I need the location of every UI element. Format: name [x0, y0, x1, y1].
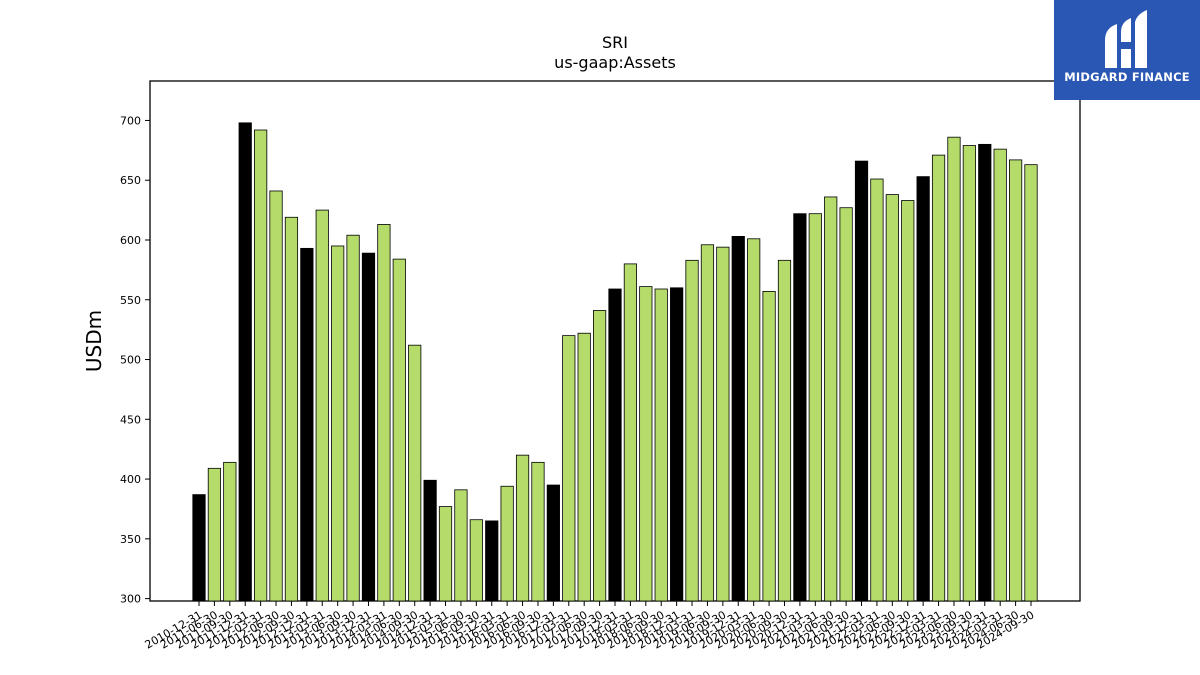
bar-2011-06-30: [207, 467, 222, 602]
y-tick-label: 400: [120, 473, 141, 486]
bar-2016-06-30: [515, 454, 530, 602]
y-axis-label: USDm: [82, 310, 106, 372]
bar-2011-12-31: [238, 122, 252, 602]
bar-2013-06-30: [331, 245, 345, 602]
y-tick-label: 350: [120, 533, 141, 546]
bar-2020-03-31: [747, 238, 761, 602]
bar-2014-03-31: [377, 224, 391, 602]
bar-2016-03-31: [500, 485, 514, 602]
bar-2024-09-30: [1024, 164, 1038, 602]
bar-2024-03-31: [993, 148, 1007, 602]
bar-2013-09-30: [346, 234, 360, 602]
bar-2012-06-30: [269, 190, 283, 602]
bar-2016-12-31: [546, 484, 560, 602]
y-tick-label: 300: [120, 593, 141, 606]
bar-2021-03-31: [808, 213, 822, 602]
bar-2017-03-31: [562, 335, 576, 602]
bar-2019-09-30: [716, 246, 730, 602]
bar-2015-03-31: [438, 506, 453, 602]
brand-name: MIDGARD FINANCE: [1064, 70, 1190, 84]
bar-2024-06-30: [1008, 159, 1023, 602]
y-tick-label: 700: [120, 114, 141, 127]
bar-2011-09-30: [223, 461, 237, 602]
bar-series: [192, 122, 1038, 602]
y-tick-label: 600: [120, 234, 141, 247]
bar-2022-09-30: [901, 200, 915, 602]
bar-2013-03-31: [315, 209, 329, 602]
bar-2014-09-30: [408, 344, 422, 602]
bar-2018-03-31: [623, 263, 638, 602]
bar-2023-12-31: [978, 143, 992, 602]
bar-2023-03-31: [931, 154, 946, 602]
bar-2019-12-31: [731, 236, 745, 602]
brand-logo: MIDGARD FINANCE: [1054, 0, 1200, 100]
y-tick-label: 450: [120, 413, 141, 426]
bar-2017-06-30: [577, 332, 591, 602]
chart-subtitle: us-gaap:Assets: [554, 53, 676, 72]
x-axis: 2010-12-312011-06-302011-09-302011-12-31…: [143, 601, 1037, 652]
bar-2019-03-31: [685, 259, 699, 602]
bar-2017-09-30: [592, 310, 607, 602]
bar-2020-12-31: [793, 213, 807, 602]
bar-2018-12-31: [670, 287, 684, 602]
bar-2015-12-31: [485, 520, 499, 602]
bar-2018-06-30: [639, 286, 653, 602]
bar-2023-09-30: [962, 145, 976, 602]
bar-2021-12-31: [854, 160, 869, 602]
bar-2018-09-30: [654, 288, 668, 602]
bar-2014-06-30: [392, 258, 406, 602]
bar-2020-09-30: [777, 259, 792, 602]
bar-2022-03-31: [870, 178, 884, 602]
bar-2020-06-30: [762, 290, 776, 602]
bar-2022-12-31: [916, 176, 930, 602]
bar-2012-03-31: [254, 129, 268, 602]
bar-2013-12-31: [361, 252, 376, 602]
bar-2015-09-30: [469, 519, 483, 602]
bar-2021-09-30: [839, 207, 853, 602]
bar-2015-06-30: [454, 489, 468, 602]
bar-2022-06-30: [885, 194, 899, 602]
bar-2012-12-31: [300, 247, 314, 602]
bar-2019-06-30: [700, 244, 715, 602]
bar-2021-06-30: [824, 196, 838, 602]
midgard-logo-icon: [1105, 10, 1147, 68]
bar-2010-12-31: [192, 494, 206, 602]
chart-title: SRI: [602, 33, 628, 52]
bar-2017-12-31: [608, 288, 622, 602]
y-tick-label: 500: [120, 354, 141, 367]
bar-2016-09-30: [531, 461, 545, 602]
y-axis: 300 350 400 450 500 550 600 650 700: [120, 114, 150, 606]
bar-2014-12-31: [423, 479, 437, 602]
bar-2012-09-30: [284, 216, 299, 602]
y-tick-label: 550: [120, 294, 141, 307]
bar-2023-06-30: [947, 136, 961, 602]
y-tick-label: 650: [120, 174, 141, 187]
